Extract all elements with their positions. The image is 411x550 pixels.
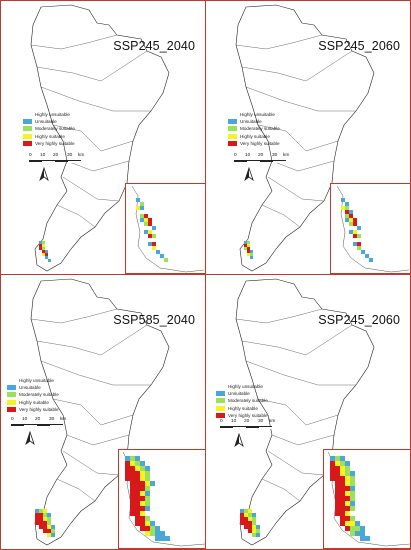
region-outline (30, 4, 170, 272)
inset-map (323, 449, 410, 549)
inset-map (125, 183, 205, 274)
region-map (30, 278, 170, 546)
inset-suitability-cells (341, 198, 373, 262)
region-outline (235, 278, 375, 546)
legend-swatch-highly-unsuitable (23, 112, 32, 117)
legend-item: Unsuitable (23, 118, 75, 125)
legend-swatch-highly-suitable (216, 405, 225, 411)
scenario-title: SSP245_2060 (318, 313, 400, 327)
legend-item: Highly suitable (216, 405, 268, 412)
north-arrow-icon (39, 166, 49, 182)
map-panel-4: SSP245_2060 Highly unsuitable Unsuitable… (205, 274, 411, 550)
legend-item: Very highly suitable (216, 412, 268, 419)
legend-item: Highly unsuitable (216, 383, 268, 390)
suitability-cells (240, 509, 260, 537)
legend-item: Highly unsuitable (7, 377, 59, 384)
district-boundaries (30, 308, 151, 502)
legend-swatch-highly-unsuitable (216, 384, 225, 389)
legend-swatch-highly-suitable (228, 133, 237, 139)
inset-suitability-cells (136, 198, 168, 262)
suitability-cells (35, 509, 55, 537)
inset-map (118, 449, 205, 549)
suitability-cells (39, 241, 51, 262)
scenario-title: SSP585_2040 (113, 313, 195, 327)
legend-item: Unsuitable (228, 118, 280, 125)
legend-swatch-moderately-suitable (23, 126, 32, 132)
legend-swatch-very-highly-suitable (216, 412, 225, 418)
scale-bar: 0 10 20 30 km (234, 153, 294, 171)
legend-item: Very highly suitable (7, 406, 59, 413)
scale-bar: 0 10 20 30 km (11, 417, 71, 435)
map-panel-1: SSP245_2040 Highly unsuitable Unsuitable… (0, 0, 206, 275)
legend-item: Highly suitable (23, 133, 75, 140)
legend-item: Moderately suitable (23, 125, 75, 132)
legend-swatch-moderately-suitable (7, 392, 16, 398)
legend-swatch-unsuitable (228, 119, 237, 125)
legend-swatch-highly-unsuitable (7, 378, 16, 383)
legend-item: Highly unsuitable (228, 111, 280, 118)
map-legend: Highly unsuitable Unsuitable Moderately … (7, 377, 59, 413)
legend-swatch-highly-suitable (23, 133, 32, 139)
region-map (30, 4, 170, 272)
legend-item: Moderately suitable (7, 391, 59, 398)
map-legend: Highly unsuitable Unsuitable Moderately … (228, 111, 280, 147)
region-map (235, 4, 375, 272)
legend-item: Very highly suitable (23, 140, 75, 147)
legend-swatch-moderately-suitable (228, 126, 237, 132)
map-legend: Highly unsuitable Unsuitable Moderately … (23, 111, 75, 147)
legend-item: Very highly suitable (228, 140, 280, 147)
region-outline (30, 278, 170, 546)
legend-item: Moderately suitable (228, 125, 280, 132)
legend-item: Highly suitable (7, 399, 59, 406)
legend-swatch-unsuitable (216, 391, 225, 397)
legend-swatch-very-highly-suitable (228, 140, 237, 146)
scenario-title: SSP245_2040 (113, 39, 195, 53)
legend-item: Moderately suitable (216, 397, 268, 404)
legend-swatch-very-highly-suitable (23, 140, 32, 146)
scenario-title: SSP245_2060 (318, 39, 400, 53)
map-panel-2: SSP245_2060 Highly unsuitable Unsuitable… (205, 0, 411, 275)
region-map (235, 278, 375, 546)
legend-item: Unsuitable (7, 384, 59, 391)
map-legend: Highly unsuitable Unsuitable Moderately … (216, 383, 268, 419)
legend-swatch-unsuitable (7, 385, 16, 391)
north-arrow-icon (234, 432, 244, 448)
district-boundaries (235, 308, 356, 502)
legend-swatch-highly-suitable (7, 399, 16, 405)
scale-bar: 0 10 20 30 km (29, 153, 89, 171)
legend-item: Unsuitable (216, 390, 268, 397)
inset-map (330, 183, 410, 274)
north-arrow-icon (25, 430, 35, 446)
suitability-cells (244, 241, 253, 259)
inset-suitability-cells (330, 456, 370, 541)
district-boundaries (235, 34, 356, 228)
legend-item: Highly suitable (228, 133, 280, 140)
map-panel-3: SSP585_2040 Highly unsuitable Unsuitable… (0, 274, 206, 550)
region-outline (235, 4, 375, 272)
legend-swatch-highly-unsuitable (228, 112, 237, 117)
legend-swatch-very-highly-suitable (7, 406, 16, 412)
inset-suitability-cells (125, 456, 170, 541)
north-arrow-icon (244, 166, 254, 182)
district-boundaries (30, 34, 151, 228)
legend-item: Highly unsuitable (23, 111, 75, 118)
legend-swatch-unsuitable (23, 119, 32, 125)
legend-swatch-moderately-suitable (216, 398, 225, 404)
scale-bar: 0 10 20 30 km (220, 419, 280, 437)
